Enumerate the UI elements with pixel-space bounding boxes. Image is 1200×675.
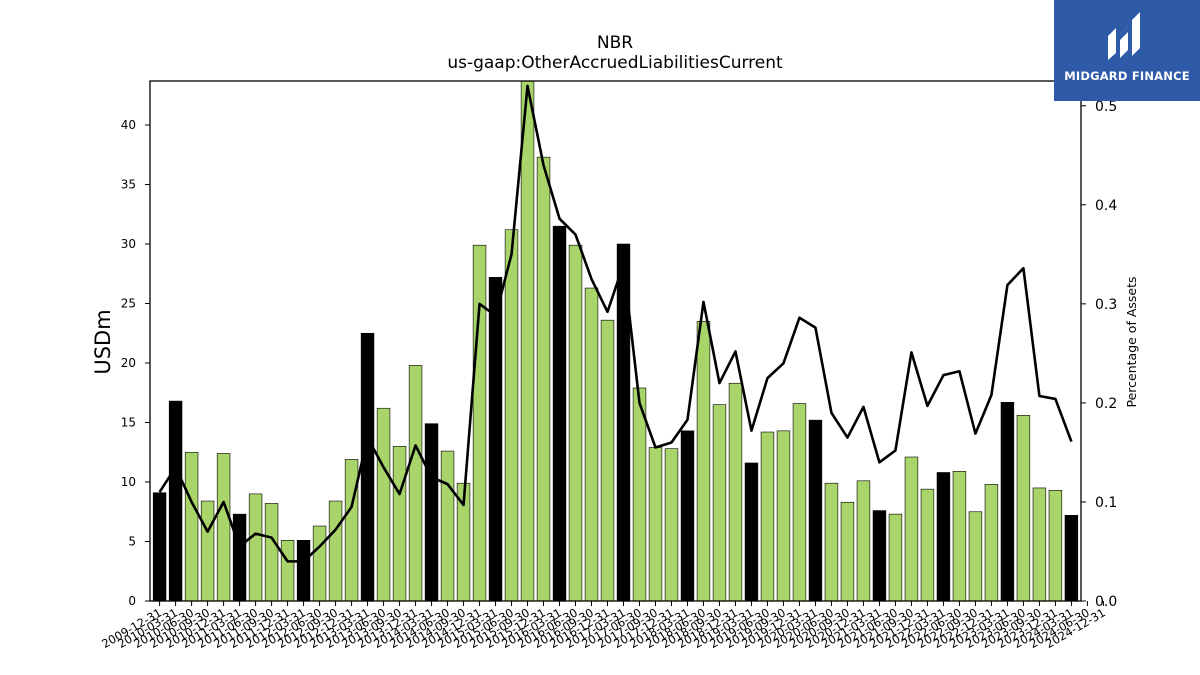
- bar-quarterly: [1016, 415, 1031, 602]
- bar-quarterly: [440, 450, 455, 602]
- bar-quarterly: [328, 500, 343, 602]
- bar-quarterly: [712, 404, 727, 602]
- bar-quarterly: [472, 244, 487, 602]
- y-tick-label: 35: [121, 178, 136, 192]
- bar-annual: [424, 423, 439, 602]
- bar-quarterly: [664, 448, 679, 602]
- y-right-tick-label: 0.2: [1095, 396, 1117, 412]
- bar-quarterly: [952, 470, 967, 602]
- bar-annual: [936, 472, 951, 602]
- bar-annual: [744, 462, 759, 602]
- bar-quarterly: [248, 493, 263, 602]
- bar-quarterly: [200, 500, 215, 602]
- bar-annual: [232, 513, 247, 602]
- bar-quarterly: [1032, 487, 1047, 602]
- bar-annual: [152, 492, 167, 602]
- bar-quarterly: [600, 319, 615, 602]
- bar-quarterly: [648, 447, 663, 602]
- bar-quarterly: [216, 453, 231, 602]
- y-tick-label: 40: [121, 118, 136, 132]
- bar-quarterly: [344, 459, 359, 602]
- bar-quarterly: [1048, 490, 1063, 602]
- chart-subtitle: us-gaap:OtherAccruedLiabilitiesCurrent: [447, 53, 783, 73]
- bar-annual: [808, 419, 823, 602]
- bar-quarterly: [392, 446, 407, 602]
- bar-quarterly: [408, 365, 423, 602]
- y-tick-label: 20: [121, 356, 136, 370]
- logo-badge: MIDGARD FINANCE: [1054, 0, 1200, 101]
- midgard-logo-icon: [1108, 12, 1140, 60]
- bar-annual: [1064, 515, 1079, 602]
- bar-quarterly: [504, 229, 519, 602]
- bar-quarterly: [568, 244, 583, 602]
- bar-quarterly: [856, 480, 871, 602]
- plot-frame: [149, 80, 1082, 602]
- bar-series: [152, 80, 1079, 602]
- bar-quarterly: [984, 484, 999, 602]
- bar-quarterly: [632, 387, 647, 602]
- y-tick-label: 5: [128, 535, 136, 549]
- bar-quarterly: [904, 456, 919, 602]
- bar-annual: [296, 540, 311, 602]
- pct-assets-line: [158, 84, 1073, 563]
- bar-quarterly: [776, 430, 791, 602]
- y-axis-right-label: Percentage of Assets: [1124, 277, 1139, 408]
- bar-quarterly: [696, 321, 711, 602]
- y-right-tick-label: 0.5: [1095, 99, 1117, 115]
- y-right-tick-label: 0.1: [1095, 495, 1117, 511]
- bar-annual: [168, 400, 183, 602]
- bar-annual: [552, 225, 567, 602]
- y-right-tick-label: 0.0: [1095, 594, 1117, 610]
- bar-quarterly: [584, 287, 599, 602]
- logo-text: MIDGARD FINANCE: [1064, 69, 1190, 83]
- bar-quarterly: [280, 540, 295, 602]
- bar-quarterly: [760, 431, 775, 602]
- bar-annual: [360, 332, 375, 602]
- pct-assets-series: [158, 84, 1073, 563]
- y-right-tick-label: 0.3: [1095, 297, 1117, 313]
- y-tick-label: 10: [121, 475, 136, 489]
- bar-quarterly: [824, 482, 839, 602]
- bar-quarterly: [312, 525, 327, 602]
- chart-title: NBR: [597, 33, 633, 53]
- bar-quarterly: [840, 501, 855, 602]
- y-axis-label: USDm: [91, 309, 115, 374]
- bar-annual: [1000, 401, 1015, 602]
- bar-quarterly: [888, 513, 903, 602]
- bar-quarterly: [920, 488, 935, 602]
- bar-quarterly: [536, 156, 551, 602]
- bar-quarterly: [968, 511, 983, 602]
- bar-annual: [872, 510, 887, 602]
- y-tick-label: 25: [121, 297, 136, 311]
- bar-quarterly: [264, 503, 279, 602]
- bar-quarterly: [184, 451, 199, 602]
- bar-quarterly: [520, 80, 535, 602]
- bar-quarterly: [376, 407, 391, 602]
- bar-annual: [680, 430, 695, 602]
- bar-annual: [488, 277, 503, 602]
- y-right-tick-label: 0.4: [1095, 198, 1117, 214]
- y-tick-label: 0: [128, 594, 136, 608]
- y-tick-label: 15: [121, 416, 136, 430]
- bar-quarterly: [792, 403, 807, 602]
- y-tick-label: 30: [121, 237, 136, 251]
- bar-quarterly: [728, 382, 743, 602]
- axes: 05101520253035400.00.10.20.30.40.52009-1…: [99, 80, 1117, 651]
